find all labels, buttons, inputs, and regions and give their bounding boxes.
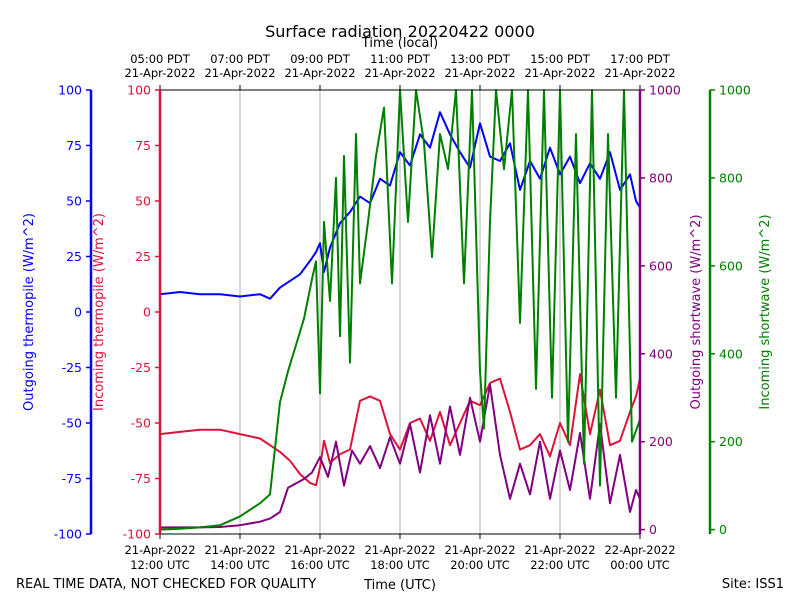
x-tick-label-utc-date: 21-Apr-2022 — [444, 543, 515, 557]
y-axis-label-out_thermo: Outgoing thermopile (W/m^2) — [22, 213, 37, 411]
y-tick-label: 600 — [649, 258, 673, 273]
y-tick-label: -50 — [131, 416, 151, 431]
y-tick-label: 25 — [135, 249, 151, 264]
y-tick-label: 800 — [719, 170, 743, 185]
x-tick-label-utc-date: 21-Apr-2022 — [524, 543, 595, 557]
x-tick-label-utc-time: 14:00 UTC — [210, 558, 270, 572]
x-tick-label-utc-time: 18:00 UTC — [370, 558, 430, 572]
site-label: Site: ISS1 — [722, 577, 784, 592]
x-tick-label-utc-time: 00:00 UTC — [610, 558, 670, 572]
y-tick-label: 50 — [66, 194, 82, 209]
y-tick-label: 400 — [649, 346, 673, 361]
series-line-out_thermo — [159, 111, 641, 300]
x-tick-label-utc-date: 22-Apr-2022 — [604, 543, 675, 557]
y-tick-label: 600 — [719, 258, 743, 273]
y-tick-label: 25 — [66, 249, 82, 264]
x-tick-label-local-date: 21-Apr-2022 — [364, 66, 435, 80]
y-tick-label: -25 — [62, 360, 82, 375]
x-tick-label-local-date: 21-Apr-2022 — [204, 66, 275, 80]
quality-disclaimer: REAL TIME DATA, NOT CHECKED FOR QUALITY — [16, 577, 316, 592]
x-tick-label-local-date: 21-Apr-2022 — [444, 66, 515, 80]
x-tick-label-utc-time: 20:00 UTC — [450, 558, 510, 572]
y-tick-label: 0 — [719, 522, 727, 537]
y-axis-label-in_sw: Incoming shortwave (W/m^2) — [758, 214, 773, 409]
y-tick-label: -50 — [62, 416, 82, 431]
x-tick-label-utc-date: 21-Apr-2022 — [204, 543, 275, 557]
x-tick-label-local-time: 07:00 PDT — [210, 52, 271, 66]
top-axis-label: Time (local) — [361, 36, 438, 51]
x-tick-label-local-time: 11:00 PDT — [370, 52, 431, 66]
x-tick-label-utc-date: 21-Apr-2022 — [364, 543, 435, 557]
x-tick-label-local-time: 13:00 PDT — [450, 52, 511, 66]
y-tick-label: -100 — [54, 527, 82, 542]
y-tick-label: 200 — [649, 434, 673, 449]
x-tick-label-local-time: 15:00 PDT — [530, 52, 591, 66]
x-tick-label-local-time: 17:00 PDT — [610, 52, 671, 66]
y-tick-label: -100 — [123, 527, 151, 542]
x-tick-label-utc-time: 16:00 UTC — [290, 558, 350, 572]
x-tick-label-local-time: 09:00 PDT — [290, 52, 351, 66]
y-tick-label: 75 — [135, 138, 151, 153]
y-tick-label: 800 — [649, 170, 673, 185]
y-axis-label-out_sw: Outgoing shortwave (W/m^2) — [689, 214, 704, 409]
x-tick-label-local-date: 21-Apr-2022 — [284, 66, 355, 80]
x-tick-label-utc-time: 22:00 UTC — [530, 558, 590, 572]
y-axis-label-in_thermo: Incoming thermopile (W/m^2) — [92, 213, 107, 411]
y-tick-label: -25 — [131, 360, 151, 375]
y-tick-label: 200 — [719, 434, 743, 449]
y-tick-label: 75 — [66, 138, 82, 153]
y-tick-label: -75 — [131, 471, 151, 486]
y-tick-label: 0 — [143, 305, 151, 320]
series-line-in_sw — [159, 89, 641, 531]
x-tick-label-local-date: 21-Apr-2022 — [124, 66, 195, 80]
y-tick-label: 50 — [135, 194, 151, 209]
x-tick-label-utc-date: 21-Apr-2022 — [124, 543, 195, 557]
series-line-out_sw — [160, 383, 641, 529]
y-tick-label: 400 — [719, 346, 743, 361]
bottom-axis-label: Time (UTC) — [363, 578, 436, 593]
y-tick-label: 0 — [74, 305, 82, 320]
x-tick-label-local-time: 05:00 PDT — [130, 52, 191, 66]
y-tick-label: 0 — [649, 522, 657, 537]
y-tick-label: -75 — [62, 471, 82, 486]
x-tick-label-utc-time: 12:00 UTC — [130, 558, 190, 572]
series-lines — [159, 89, 641, 531]
y-tick-label: 1000 — [649, 83, 681, 98]
y-tick-label: 100 — [127, 83, 151, 98]
x-tick-label-utc-date: 21-Apr-2022 — [284, 543, 355, 557]
y-tick-label: 1000 — [719, 83, 751, 98]
y-tick-label: 100 — [58, 83, 82, 98]
x-tick-label-local-date: 21-Apr-2022 — [604, 66, 675, 80]
chart-title: Surface radiation 20220422 0000 — [265, 22, 535, 41]
x-tick-label-local-date: 21-Apr-2022 — [524, 66, 595, 80]
series-line-in_thermo — [159, 373, 641, 487]
